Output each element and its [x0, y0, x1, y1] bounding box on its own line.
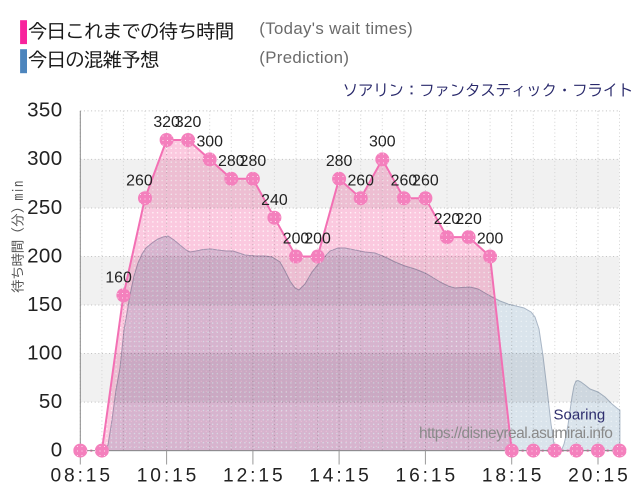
svg-text:0: 0 — [51, 438, 63, 461]
svg-text:320: 320 — [175, 114, 202, 131]
svg-text:220: 220 — [434, 211, 461, 228]
svg-text:08:15: 08:15 — [50, 466, 113, 487]
svg-text:220: 220 — [455, 211, 482, 228]
svg-text:200: 200 — [283, 231, 310, 248]
svg-text:320: 320 — [153, 114, 180, 131]
svg-text:240: 240 — [261, 192, 288, 209]
svg-text:250: 250 — [27, 196, 62, 219]
svg-text:160: 160 — [105, 269, 132, 286]
svg-text:200: 200 — [477, 231, 504, 248]
svg-text:150: 150 — [27, 293, 62, 316]
svg-text:280: 280 — [240, 153, 267, 170]
svg-text:10:15: 10:15 — [137, 466, 200, 487]
svg-text:260: 260 — [391, 172, 418, 189]
svg-text:20:15: 20:15 — [568, 466, 631, 487]
svg-text:16:15: 16:15 — [396, 466, 459, 487]
svg-text:350: 350 — [27, 99, 62, 122]
svg-text:100: 100 — [27, 341, 62, 364]
svg-text:50: 50 — [39, 390, 63, 413]
svg-text:280: 280 — [218, 153, 245, 170]
svg-text:(Today's wait times): (Today's wait times) — [259, 19, 413, 38]
svg-text:300: 300 — [369, 134, 396, 151]
svg-text:18:15: 18:15 — [482, 466, 545, 487]
svg-text:14:15: 14:15 — [309, 466, 372, 487]
svg-text:260: 260 — [347, 172, 374, 189]
svg-text:280: 280 — [326, 153, 353, 170]
svg-text:12:15: 12:15 — [223, 466, 286, 487]
svg-text:200: 200 — [304, 231, 331, 248]
svg-text:300: 300 — [27, 147, 62, 170]
svg-text:260: 260 — [412, 172, 439, 189]
svg-text:https://disneyreal.asumirai.in: https://disneyreal.asumirai.info — [419, 425, 612, 442]
svg-text:200: 200 — [27, 244, 62, 267]
svg-text:Soaring: Soaring — [553, 407, 605, 424]
svg-text:260: 260 — [126, 172, 153, 189]
svg-text:(Prediction): (Prediction) — [259, 48, 349, 67]
svg-text:300: 300 — [196, 134, 223, 151]
